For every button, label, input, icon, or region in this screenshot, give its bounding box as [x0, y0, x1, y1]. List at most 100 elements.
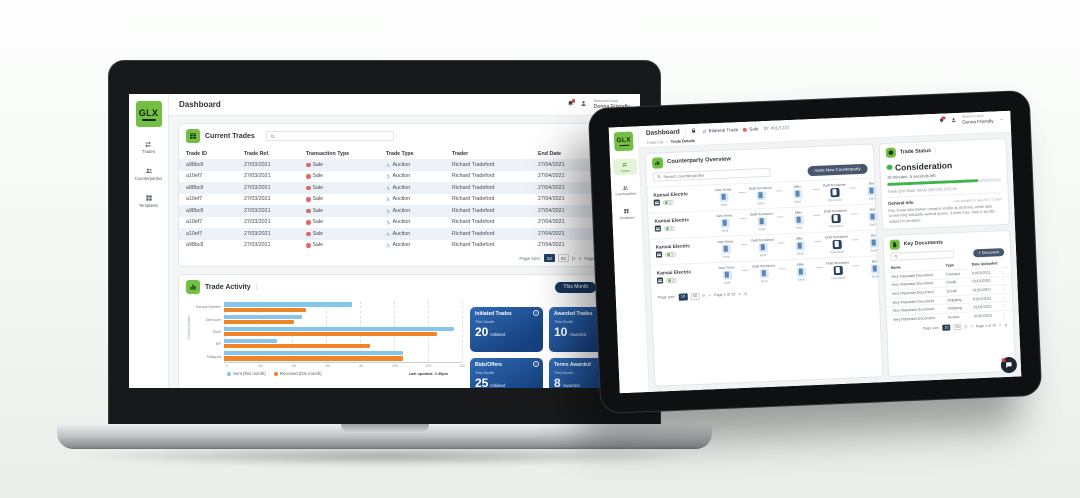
page-size-10[interactable]: 10 [942, 323, 951, 331]
search-icon [657, 175, 661, 179]
kebab-menu-button[interactable]: ⋮ [1000, 268, 1006, 275]
status-toggle[interactable] [663, 225, 675, 232]
workflow-step: Draft Termsheet Sent [748, 263, 779, 283]
column-header: Type [945, 263, 955, 268]
user-menu[interactable] [950, 117, 956, 125]
breadcrumb-parent[interactable]: Trade List [646, 138, 664, 145]
this-month-button[interactable]: This Month [555, 281, 597, 293]
info-icon[interactable]: i [533, 361, 539, 367]
info-icon[interactable]: i [533, 310, 539, 316]
page-size-50[interactable]: 50 [690, 292, 700, 300]
trade-id: a10ef7 [186, 219, 203, 226]
trades-search-input[interactable] [276, 133, 390, 139]
document-type: Invoice [947, 314, 960, 320]
document-type: Shipping [947, 306, 962, 311]
sidebar-item-templates[interactable]: Templates [139, 194, 158, 208]
prev-page-button[interactable]: < [708, 293, 711, 298]
table-row[interactable]: a10ef7 27/03/2021 Sale Auction Richard T… [179, 217, 630, 229]
workflow-step: Offer Sent [785, 262, 816, 282]
counterparty-search-input[interactable] [663, 170, 767, 180]
table-row[interactable]: a98bc8 27/03/2021 Sale Auction Richard T… [179, 182, 630, 194]
table-row[interactable]: a10ef7 27/03/2021 Sale Auction Richard T… [179, 194, 630, 206]
tablet-main: Dashboard | Bilateral Trade [638, 110, 1022, 393]
sale-dot-icon [306, 185, 311, 190]
prev-page-button[interactable]: < [970, 324, 973, 329]
document-date: 01/01/2021 [973, 304, 993, 310]
sidebar-item-trades[interactable]: Trades [142, 140, 155, 154]
step-status: Received [829, 223, 843, 228]
lock-button[interactable] [691, 128, 697, 136]
kebab-menu-button[interactable]: ⋮ [1001, 303, 1007, 309]
page-size-50[interactable]: 50 [953, 323, 962, 331]
page-size-label: Page size: [657, 294, 676, 300]
step-status: Sent [759, 252, 767, 257]
chevron-down-icon[interactable]: ⌄ [999, 115, 1004, 122]
status-toggle[interactable] [664, 251, 677, 258]
page-size-10[interactable]: 10 [543, 254, 555, 262]
table-row[interactable]: a98bc8 27/03/2021 Sale Auction Richard T… [179, 159, 630, 171]
glx-logo: GLX [613, 131, 634, 152]
page-size-50[interactable]: 50 [557, 254, 569, 262]
chart-bar [224, 331, 437, 337]
legend-entry: Received (this month) [273, 371, 322, 376]
sidebar-item-templates[interactable]: Templates [614, 205, 639, 221]
step-label: Offer [795, 236, 804, 241]
welcome-block[interactable]: Welcome back Donna Friendly [962, 114, 994, 125]
step-connector [850, 213, 858, 215]
legend-entry: Sent (this month) [227, 371, 266, 376]
first-page-button[interactable]: |< [571, 255, 576, 261]
table-row[interactable]: a10ef7 27/03/2021 Sale Auction Richard T… [179, 171, 630, 183]
documents-search[interactable] [890, 250, 955, 261]
templates-icon [624, 208, 629, 214]
add-document-button[interactable]: + Document [973, 248, 1005, 258]
invite-counterparty-button[interactable]: Invite New Counterparty [807, 163, 868, 176]
sidebar-item-counterparties[interactable]: Counterparties [613, 182, 638, 198]
last-page-button[interactable]: >| [743, 291, 747, 297]
sidebar-item-counterparties[interactable]: Counterparties [135, 167, 162, 181]
workflow-step: New Terms Sent [708, 187, 739, 207]
kebab-menu-button[interactable]: ⋮ [1000, 277, 1006, 283]
status-toggle[interactable] [665, 277, 678, 284]
status-toggle[interactable] [662, 199, 674, 206]
x-tick-label: 60 [325, 364, 330, 368]
document-date: 01/01/2021 [972, 279, 991, 284]
kebab-menu-button[interactable]: ⋮ [1001, 286, 1006, 292]
kebab-menu-button[interactable]: ⋮ [1001, 294, 1007, 300]
table-tile-icon [186, 129, 200, 143]
step-document-icon [829, 187, 840, 197]
step-connector [851, 239, 859, 241]
step-label: Draft Termsheet [824, 234, 848, 240]
counterparty-search[interactable] [652, 167, 771, 182]
table-row[interactable]: a10ef7 27/03/2021 Sale Auction Richard T… [179, 228, 630, 240]
last-page-button[interactable]: >| [1004, 322, 1008, 327]
welcome-text: Welcome back [593, 99, 619, 104]
table-row[interactable]: a98bc8 27/03/2021 Sale Auction Richard T… [179, 205, 630, 217]
documents-search-input[interactable] [900, 251, 951, 259]
step-connector [775, 190, 783, 192]
next-page-button[interactable]: > [998, 323, 1002, 328]
sidebar-item-trades[interactable]: Trades [612, 158, 638, 175]
first-page-button[interactable]: |< [964, 324, 968, 329]
step-document-icon [758, 242, 768, 252]
kebab-menu-button[interactable]: ⋮ [1002, 311, 1007, 317]
user-menu[interactable] [580, 100, 587, 109]
chat-fab-button[interactable] [1000, 356, 1018, 374]
trade-type: Auction [392, 184, 411, 191]
page-size-10[interactable]: 10 [678, 292, 688, 301]
kpi-period: This Month [475, 370, 495, 375]
kpi-value: 10 [554, 325, 568, 339]
end-date: 27/04/2021 [538, 184, 565, 191]
table-row[interactable]: a98bc8 27/03/2021 Sale Auction Richard T… [179, 240, 630, 252]
first-page-button[interactable]: |< [702, 293, 706, 298]
prev-page-button[interactable]: < [578, 255, 582, 261]
notifications-button[interactable] [938, 115, 946, 125]
document-date: 01/01/2021 [971, 270, 991, 276]
next-page-button[interactable]: > [738, 292, 741, 297]
laptop-base [57, 424, 712, 449]
workflow-step: Draft Termsheet Sent [746, 211, 777, 231]
step-document-icon [721, 244, 731, 254]
x-tick-label: 80 [359, 364, 364, 368]
trades-search[interactable] [265, 131, 394, 141]
notifications-button[interactable] [567, 99, 576, 109]
